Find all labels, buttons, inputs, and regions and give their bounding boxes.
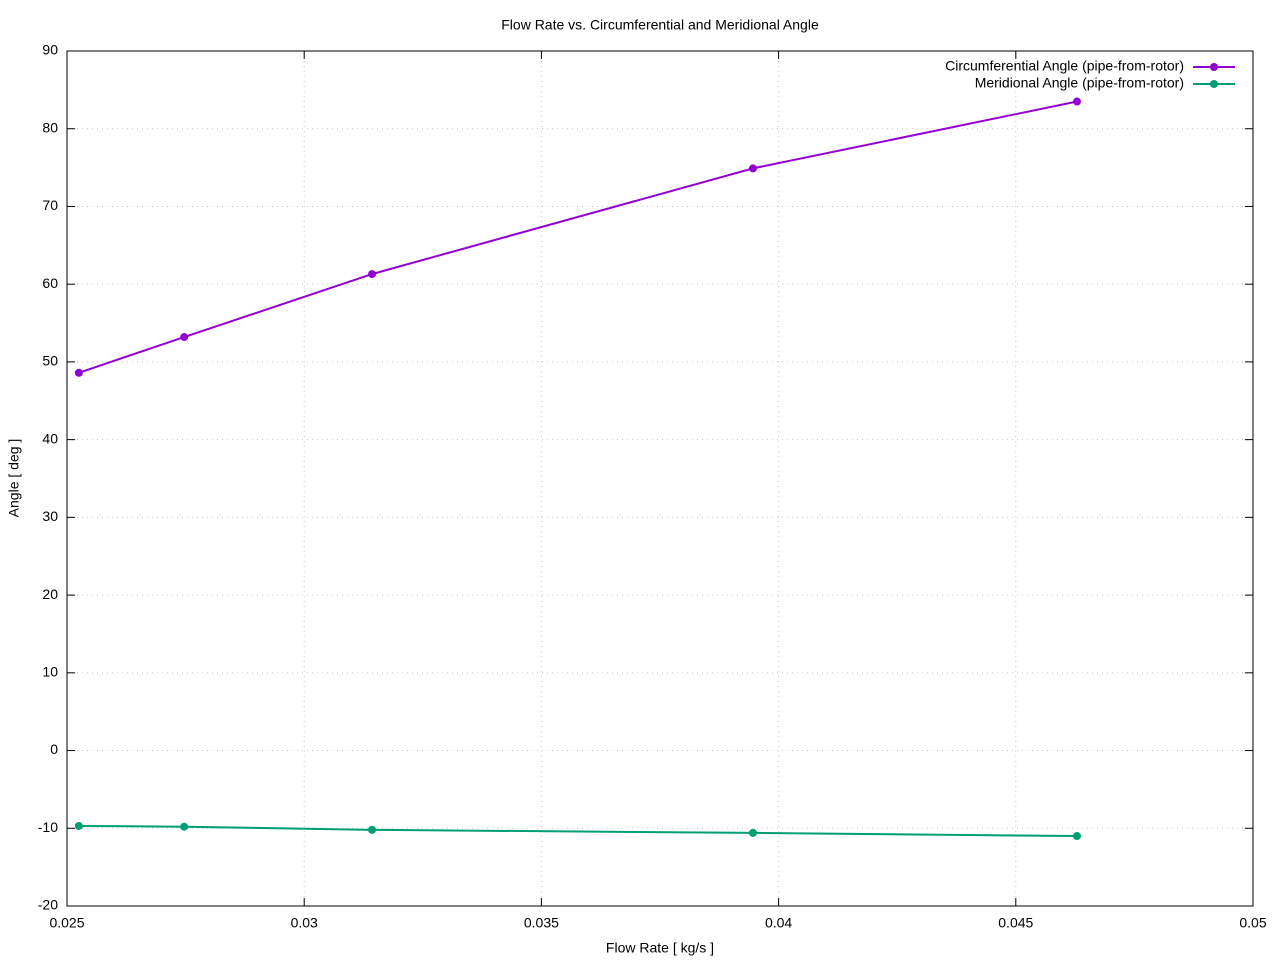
y-tick-label: 70 xyxy=(42,197,58,213)
data-point xyxy=(1072,832,1081,841)
y-tick-label: 0 xyxy=(50,741,58,757)
chart-title: Flow Rate vs. Circumferential and Meridi… xyxy=(501,17,819,33)
plot-frame xyxy=(66,50,1254,907)
x-tick-label: 0.04 xyxy=(765,915,792,931)
y-tick-label: 40 xyxy=(42,430,58,446)
y-tick-label: 80 xyxy=(42,119,58,135)
x-tick-label: 0.025 xyxy=(49,915,84,931)
x-tick-label: 0.05 xyxy=(1239,915,1266,931)
legend-marker xyxy=(1210,63,1218,71)
data-point xyxy=(1072,97,1081,106)
y-tick-label: -20 xyxy=(38,897,58,913)
data-point xyxy=(748,164,757,173)
y-tick-label: 60 xyxy=(42,275,58,291)
x-tick-label: 0.035 xyxy=(524,915,559,931)
y-tick-label: -10 xyxy=(38,819,58,835)
y-tick-label: 10 xyxy=(42,664,58,680)
x-axis-label: Flow Rate [ kg/s ] xyxy=(606,940,714,956)
legend-marker xyxy=(1210,80,1218,88)
y-tick-label: 20 xyxy=(42,586,58,602)
y-tick-label: 30 xyxy=(42,508,58,524)
y-axis-label: Angle [ deg ] xyxy=(6,439,22,518)
data-point xyxy=(180,822,189,831)
x-tick-label: 0.03 xyxy=(291,915,318,931)
data-point xyxy=(74,821,83,830)
series-line xyxy=(78,824,1078,838)
legend-label: Meridional Angle (pipe-from-rotor) xyxy=(975,75,1184,91)
data-point xyxy=(74,368,83,377)
x-tick-label: 0.045 xyxy=(998,915,1033,931)
data-point xyxy=(180,333,189,342)
data-point xyxy=(368,825,377,834)
data-point xyxy=(748,828,757,837)
legend-label: Circumferential Angle (pipe-from-rotor) xyxy=(945,58,1184,74)
y-tick-label: 90 xyxy=(42,42,58,58)
data-point xyxy=(368,270,377,279)
series-line xyxy=(78,100,1078,374)
y-tick-label: 50 xyxy=(42,353,58,369)
